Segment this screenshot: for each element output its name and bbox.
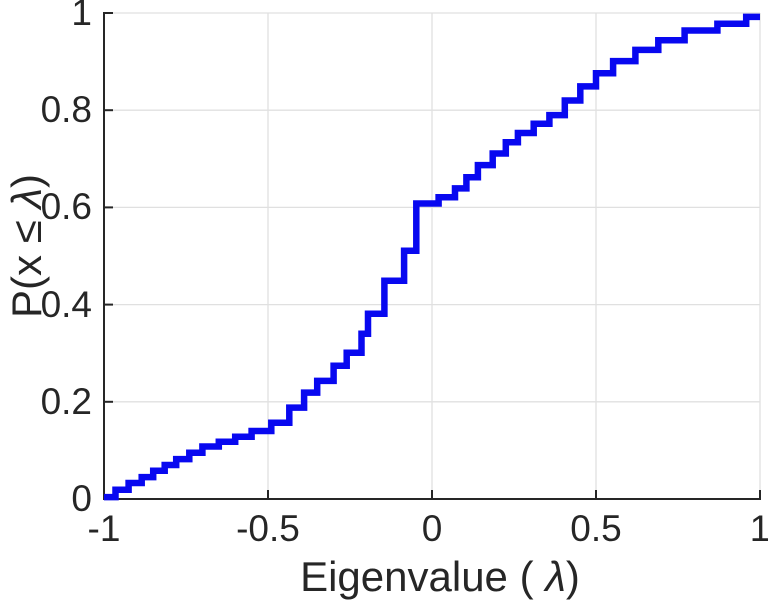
lambda-symbol: λ bbox=[3, 187, 50, 221]
y-tick-label: 0.6 bbox=[40, 186, 92, 228]
y-tick-label: 0.2 bbox=[40, 380, 92, 422]
y-tick-label: 0 bbox=[71, 478, 92, 519]
x-tick-label: 0 bbox=[421, 508, 443, 549]
x-axis-label: Eigenvalue ( λ) bbox=[112, 553, 768, 600]
y-tick-label: 0.8 bbox=[40, 89, 92, 131]
lambda-symbol: λ bbox=[533, 553, 566, 600]
x-axis-label-text: Eigenvalue ( bbox=[300, 553, 534, 600]
x-tick-label: -0.5 bbox=[236, 508, 300, 549]
y-axis-label-text: P(x bbox=[3, 243, 50, 319]
x-tick-label: -1 bbox=[87, 508, 121, 549]
x-tick-label: 1 bbox=[749, 508, 768, 549]
x-axis-label-suffix: ) bbox=[565, 553, 580, 600]
y-tick-label: 0.4 bbox=[40, 283, 92, 325]
cdf-step-curve bbox=[104, 13, 760, 501]
y-axis-label: P(x ≤ λ) bbox=[3, 174, 51, 318]
gridlines bbox=[104, 12, 761, 499]
x-tick-label: 0.5 bbox=[570, 508, 622, 549]
leq-symbol: ≤ bbox=[3, 220, 50, 244]
y-axis-label-suffix: ) bbox=[3, 173, 50, 188]
y-tick-label: 1 bbox=[71, 0, 92, 33]
